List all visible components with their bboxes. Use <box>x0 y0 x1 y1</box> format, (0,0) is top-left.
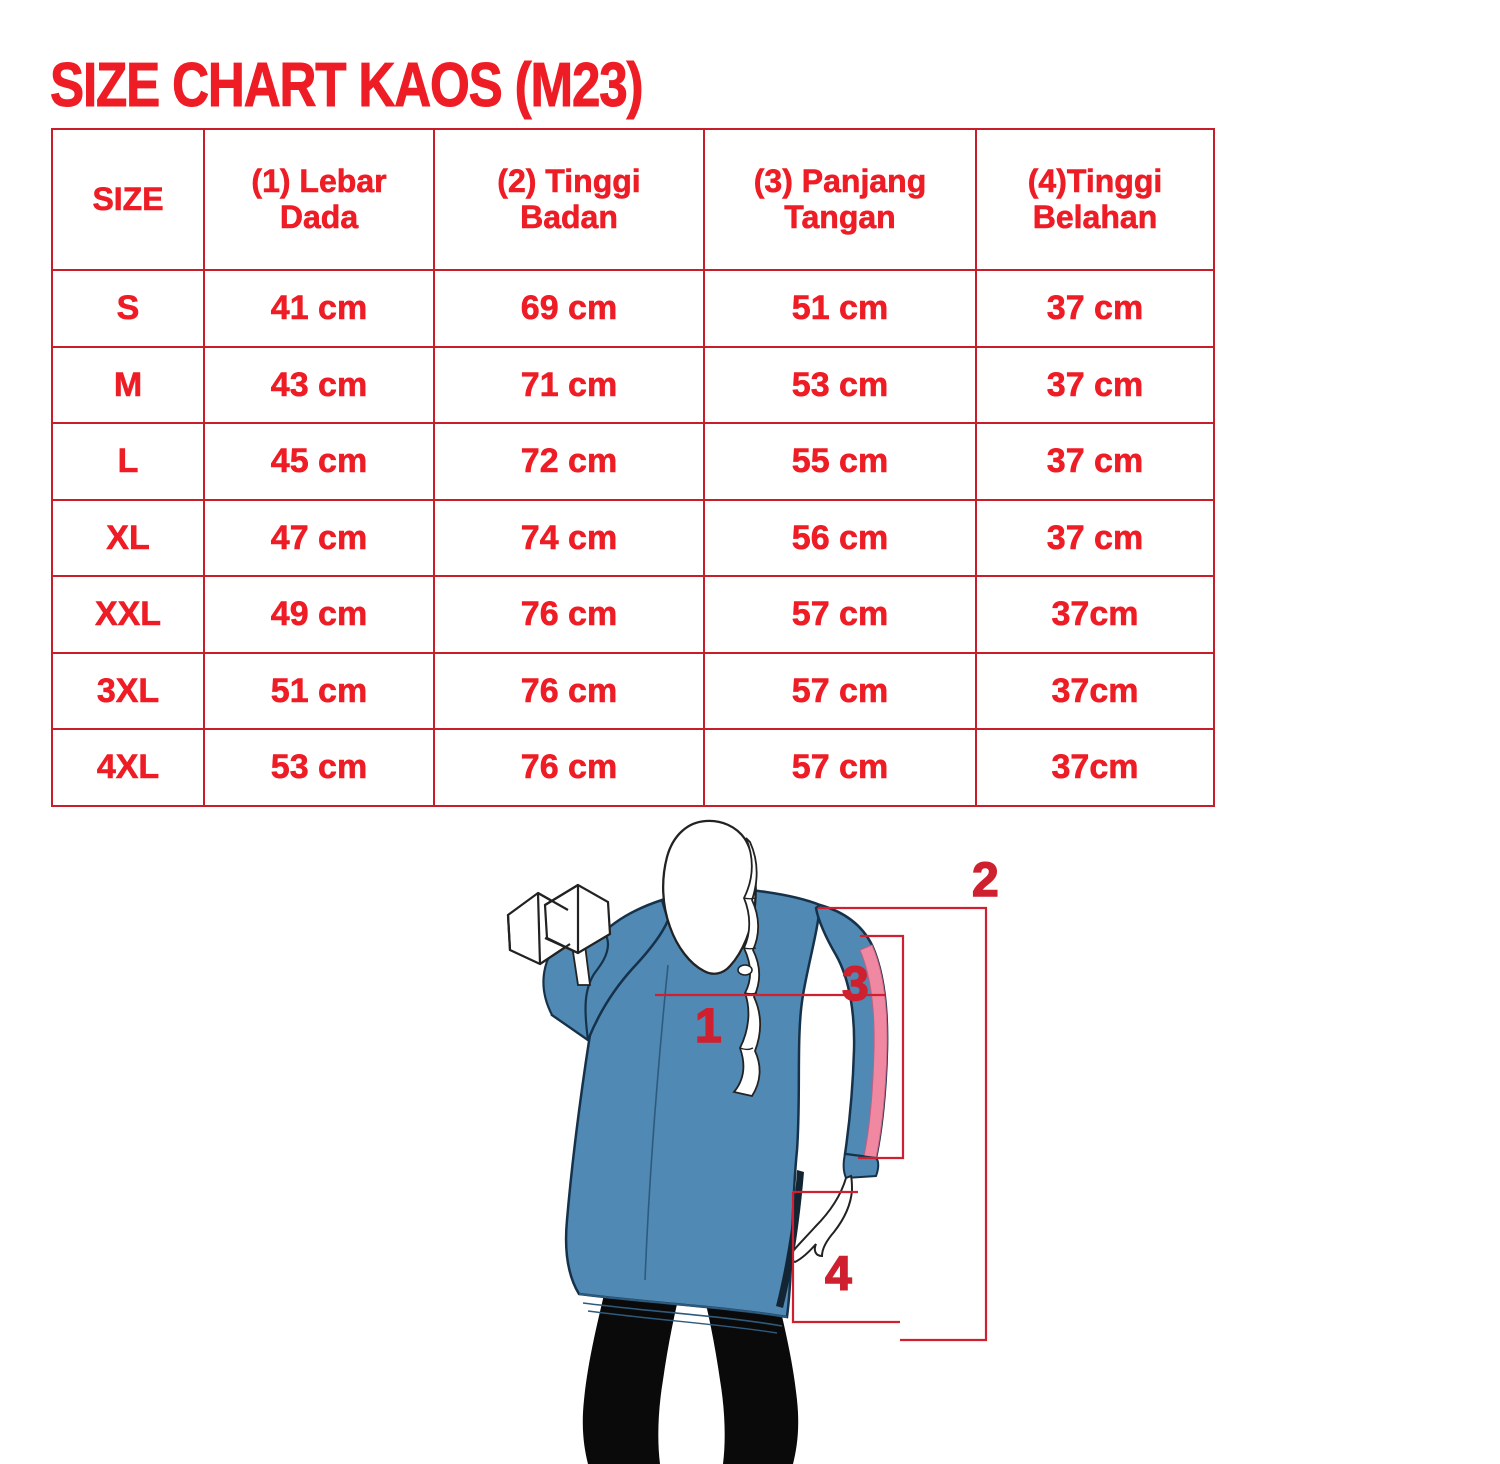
svg-text:3: 3 <box>842 958 869 1011</box>
svg-text:4: 4 <box>825 1248 852 1301</box>
svg-text:2: 2 <box>972 854 999 907</box>
svg-text:1: 1 <box>695 1000 722 1053</box>
